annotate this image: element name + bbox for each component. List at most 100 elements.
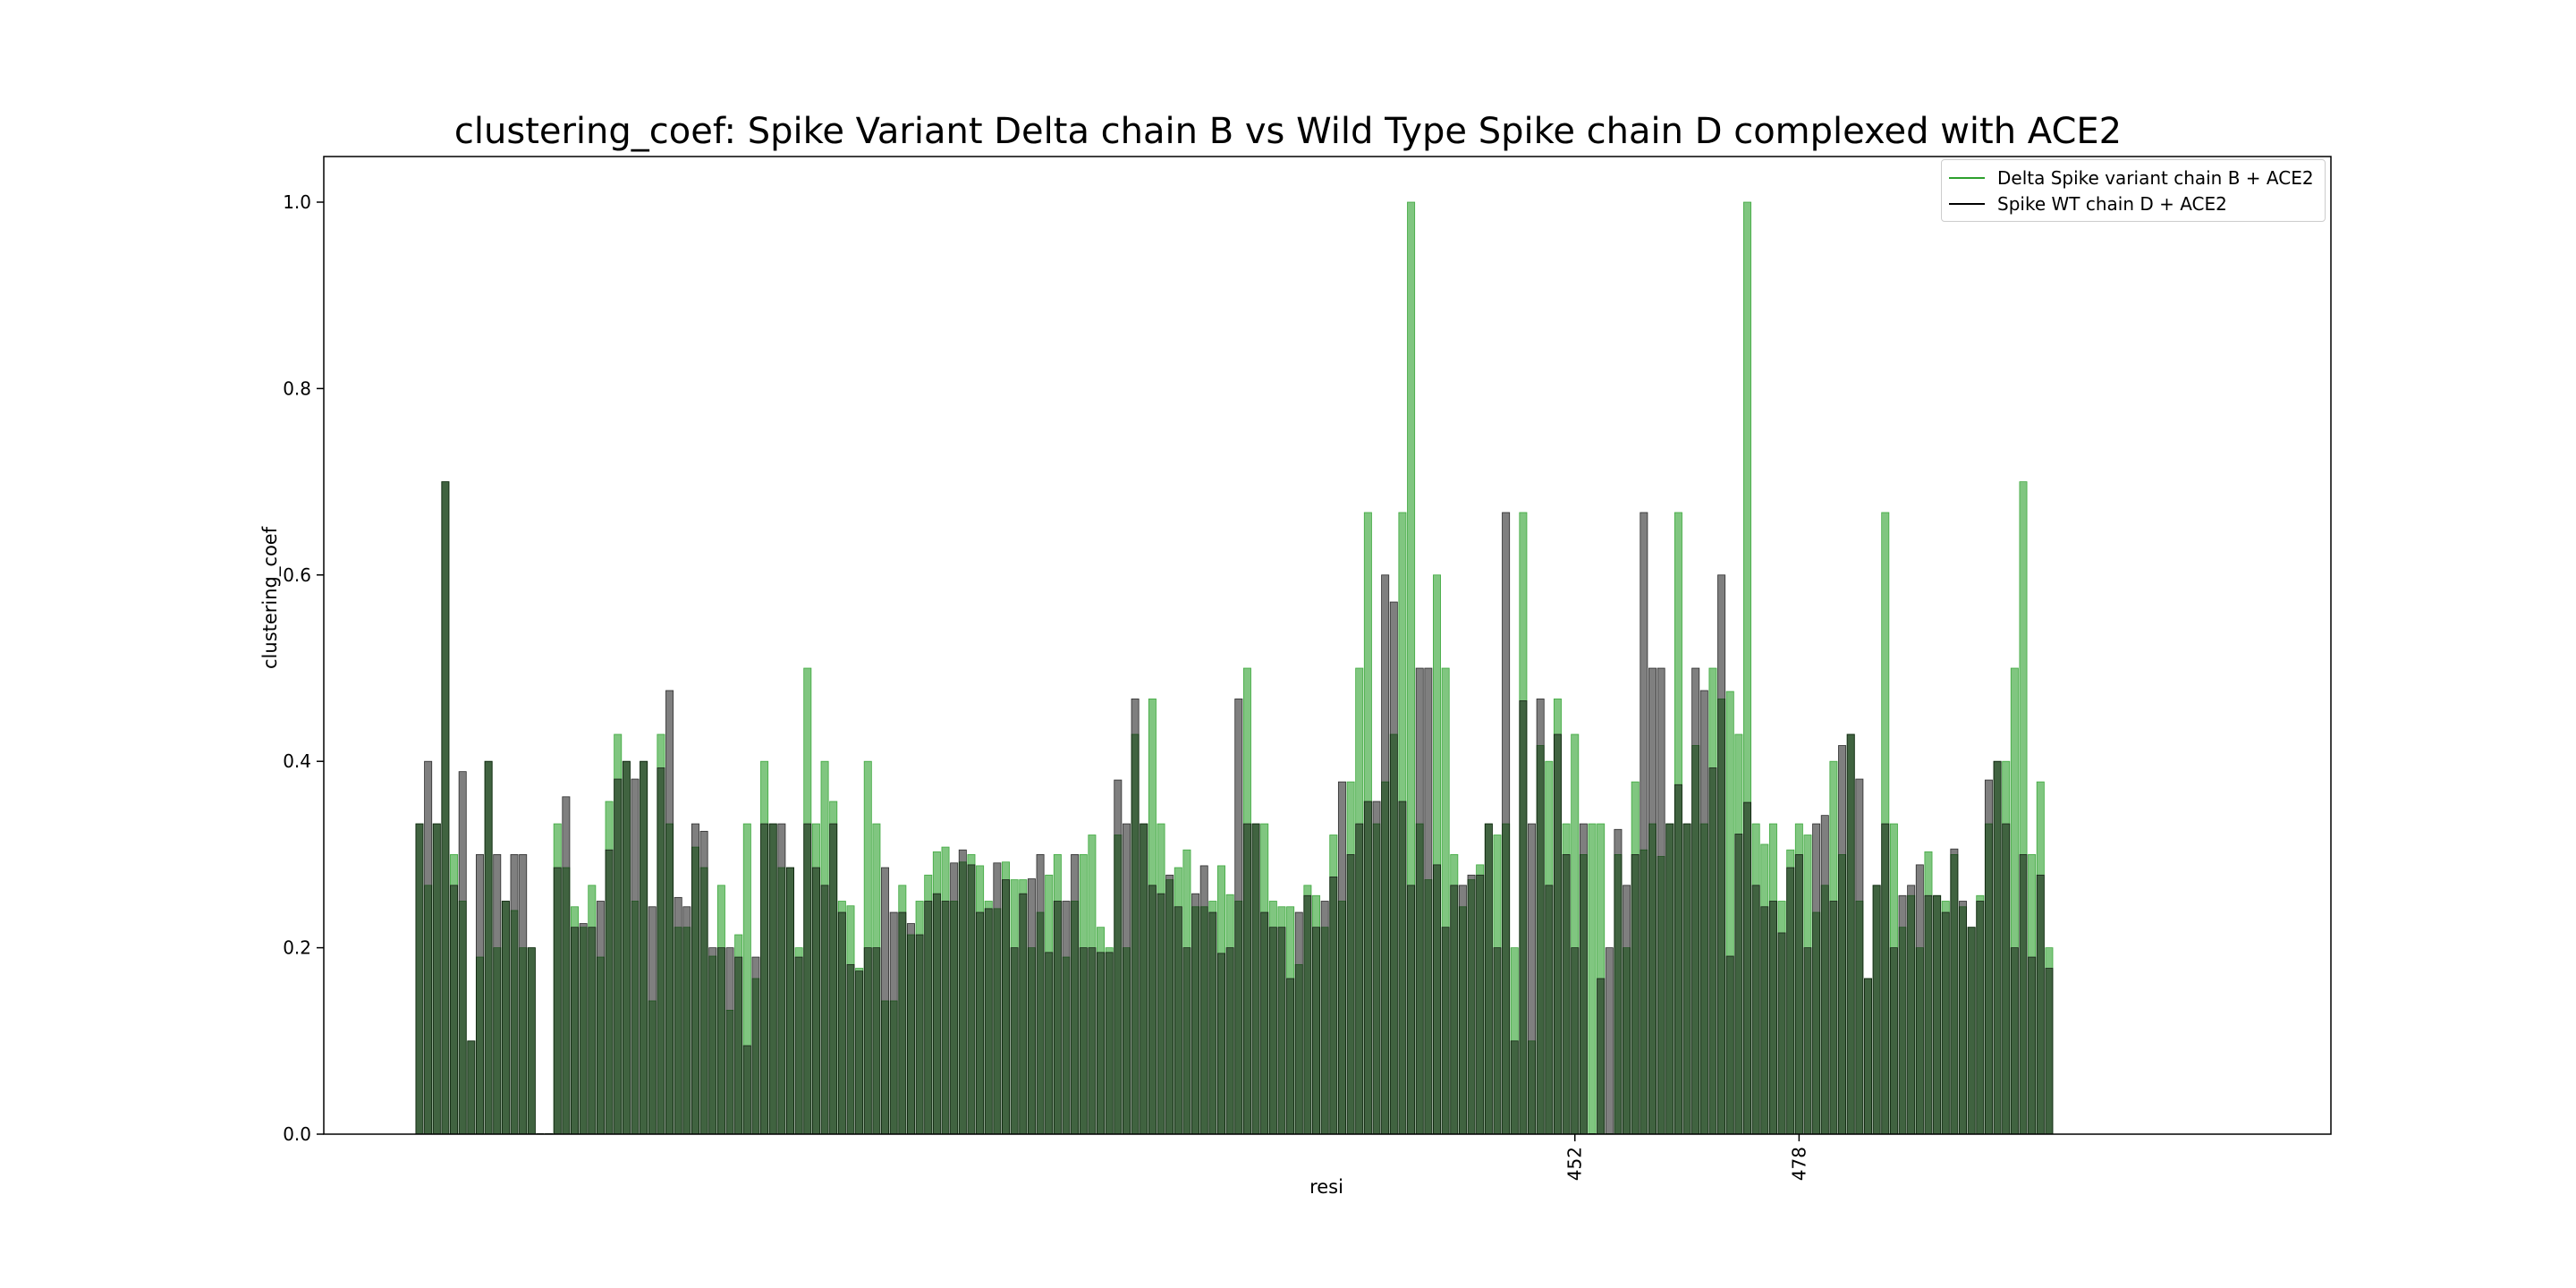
wt-bar bbox=[1140, 823, 1148, 1135]
wt-bar bbox=[1562, 854, 1571, 1135]
wt-bar bbox=[1605, 947, 1614, 1135]
wt-bar bbox=[1993, 760, 2002, 1135]
series-wt-bars bbox=[415, 481, 2054, 1135]
wt-bar bbox=[1967, 927, 1976, 1135]
wt-bar bbox=[889, 911, 898, 1135]
wt-bar bbox=[2019, 854, 2028, 1135]
x-tick-label: 452 bbox=[1564, 1147, 1586, 1181]
x-axis: 452 478 bbox=[1564, 1134, 1809, 1181]
wt-bar bbox=[958, 849, 967, 1135]
wt-bar bbox=[924, 901, 933, 1135]
wt-bar bbox=[811, 867, 820, 1135]
wt-bar bbox=[967, 864, 976, 1135]
wt-bar bbox=[614, 778, 623, 1135]
wt-bar bbox=[631, 778, 640, 1135]
y-axis: 0.0 0.2 0.4 0.6 0.8 1.0 bbox=[283, 191, 324, 1145]
legend-label-delta: Delta Spike variant chain B + ACE2 bbox=[1997, 167, 2314, 189]
wt-bar bbox=[829, 823, 838, 1135]
wt-bar bbox=[1268, 927, 1277, 1135]
wt-bar bbox=[1812, 823, 1821, 1135]
wt-bar bbox=[467, 1040, 476, 1135]
wt-bar bbox=[1708, 767, 1717, 1135]
wt-bar bbox=[588, 927, 597, 1135]
wt-bar bbox=[640, 760, 648, 1135]
wt-bar bbox=[1346, 854, 1355, 1135]
wt-bar bbox=[1053, 901, 1062, 1135]
wt-bar bbox=[1528, 823, 1537, 1135]
wt-bar bbox=[1751, 885, 1760, 1135]
wt-bar bbox=[1329, 877, 1338, 1135]
wt-bar bbox=[1277, 927, 1286, 1135]
wt-bar bbox=[1225, 947, 1234, 1135]
wt-bar bbox=[846, 963, 855, 1135]
wt-bar bbox=[1208, 911, 1217, 1135]
wt-bar bbox=[1881, 823, 1890, 1135]
wt-bar bbox=[424, 760, 433, 1135]
chart-title: clustering_coef: Spike Variant Delta cha… bbox=[453, 111, 2123, 152]
wt-bar bbox=[1597, 978, 1606, 1135]
wt-bar bbox=[1571, 947, 1580, 1135]
wt-bar bbox=[605, 849, 614, 1135]
wt-bar bbox=[1838, 745, 1847, 1135]
wt-bar bbox=[1786, 867, 1795, 1135]
wt-bar bbox=[674, 896, 682, 1135]
wt-bar bbox=[1398, 801, 1407, 1135]
wt-bar bbox=[1691, 667, 1700, 1135]
wt-bar bbox=[1010, 947, 1019, 1135]
wt-bar bbox=[1458, 885, 1467, 1135]
wt-bar bbox=[837, 911, 846, 1135]
wt-bar bbox=[622, 760, 631, 1135]
wt-bar bbox=[1027, 878, 1036, 1135]
wt-bar bbox=[432, 823, 441, 1135]
wt-bar bbox=[1174, 906, 1182, 1135]
wt-bar bbox=[1303, 894, 1312, 1135]
legend-item-wt: Spike WT chain D + ACE2 bbox=[1949, 192, 2227, 216]
wt-bar bbox=[1803, 947, 1812, 1135]
wt-bar bbox=[1165, 874, 1174, 1135]
wt-bar bbox=[657, 767, 665, 1135]
wt-bar bbox=[777, 823, 786, 1135]
wt-bar bbox=[1484, 823, 1493, 1135]
wt-bar bbox=[510, 854, 519, 1135]
y-tick-label: 0.6 bbox=[283, 564, 311, 586]
wt-bar bbox=[1286, 978, 1295, 1135]
wt-bar bbox=[1794, 854, 1803, 1135]
wt-bar bbox=[450, 885, 459, 1135]
wt-bar bbox=[1941, 911, 1950, 1135]
wt-bar bbox=[1260, 911, 1269, 1135]
wt-bar bbox=[1320, 901, 1329, 1135]
y-tick-label: 0.8 bbox=[283, 377, 311, 399]
wt-bar bbox=[1182, 947, 1191, 1135]
wt-bar bbox=[493, 854, 502, 1135]
legend: Delta Spike variant chain B + ACE2 Spike… bbox=[1941, 159, 2326, 222]
wt-bar bbox=[691, 823, 699, 1135]
wt-bar bbox=[2028, 956, 2037, 1135]
wt-bar bbox=[1294, 911, 1303, 1135]
wt-bar bbox=[1372, 801, 1381, 1135]
wt-bar bbox=[484, 760, 493, 1135]
wt-bar bbox=[1846, 733, 1855, 1135]
wt-bar bbox=[1631, 854, 1640, 1135]
wt-bar bbox=[1415, 667, 1424, 1135]
wt-bar bbox=[1777, 932, 1786, 1135]
plot-frame bbox=[323, 156, 2332, 1135]
y-tick-label: 0.4 bbox=[283, 750, 311, 772]
wt-bar bbox=[768, 823, 777, 1135]
wt-bar bbox=[579, 923, 588, 1135]
wt-bar bbox=[1002, 879, 1011, 1135]
wt-bar bbox=[1062, 901, 1071, 1135]
wt-bar bbox=[898, 911, 907, 1135]
wt-bar bbox=[1959, 901, 1968, 1135]
wt-bar bbox=[950, 862, 959, 1135]
wt-bar bbox=[1907, 885, 1916, 1135]
wt-bar bbox=[716, 947, 725, 1135]
wt-bar bbox=[458, 771, 467, 1135]
wt-bar bbox=[1665, 823, 1674, 1135]
wt-bar bbox=[1441, 927, 1450, 1135]
wt-bar bbox=[915, 934, 924, 1135]
wt-bar bbox=[1114, 779, 1123, 1135]
wt-bar bbox=[1105, 952, 1114, 1135]
wt-bar bbox=[1734, 834, 1743, 1135]
wt-bar bbox=[1648, 667, 1657, 1135]
wt-bar bbox=[1234, 698, 1243, 1135]
